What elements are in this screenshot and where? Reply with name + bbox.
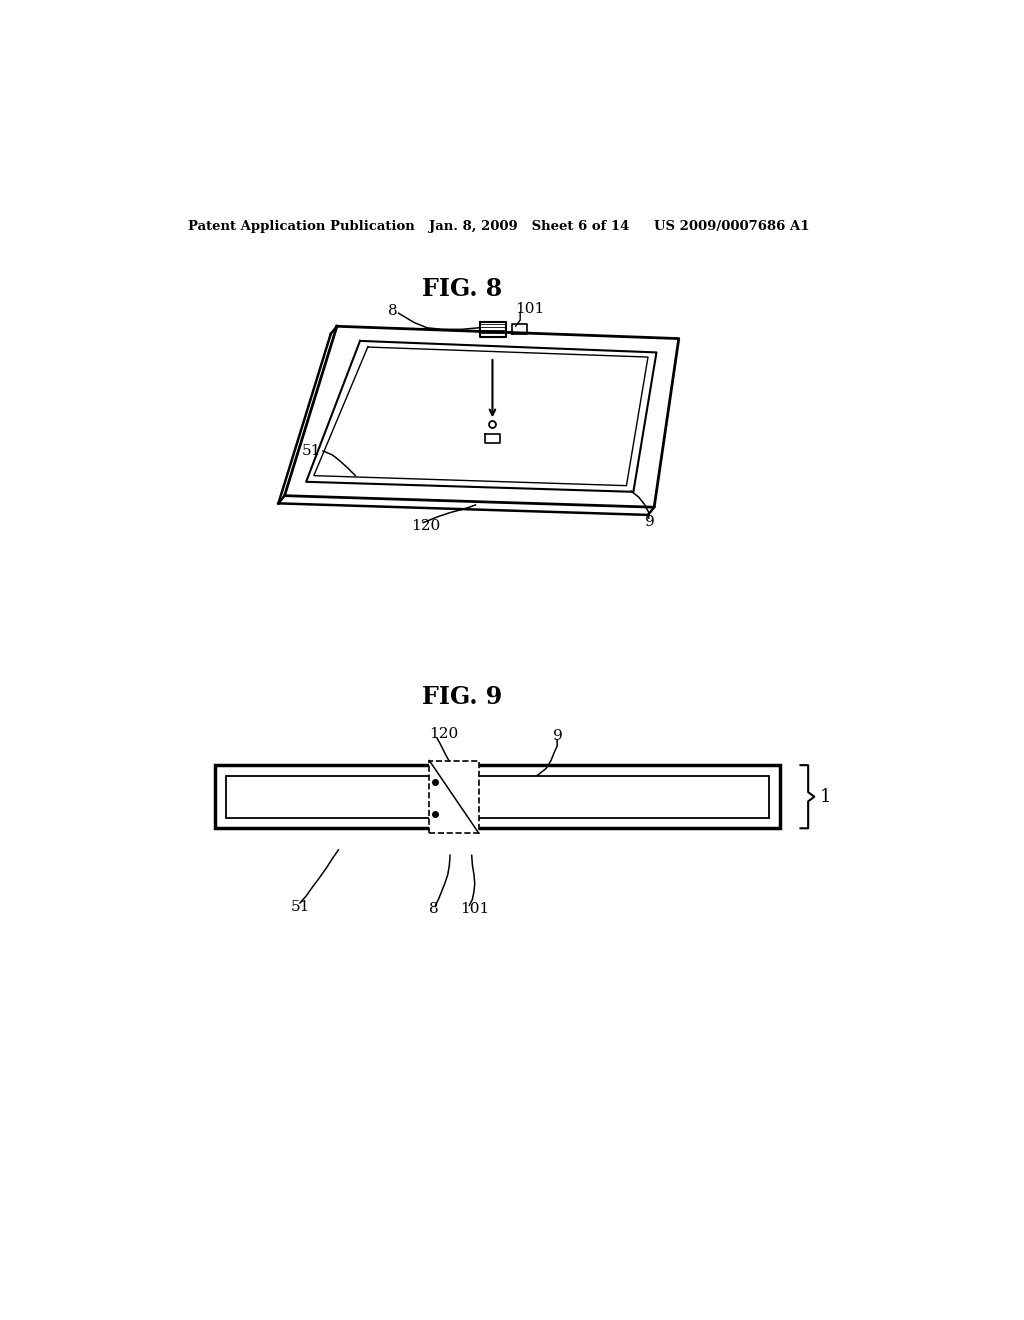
Text: Jan. 8, 2009   Sheet 6 of 14: Jan. 8, 2009 Sheet 6 of 14 [429,219,630,232]
Text: 8: 8 [429,902,439,916]
Text: Patent Application Publication: Patent Application Publication [188,219,415,232]
Text: 101: 101 [460,902,489,916]
Text: 1: 1 [819,788,831,805]
Text: FIG. 9: FIG. 9 [422,685,502,709]
Text: US 2009/0007686 A1: US 2009/0007686 A1 [654,219,810,232]
Text: 9: 9 [553,729,562,743]
Text: 51: 51 [301,444,321,458]
Text: 120: 120 [429,727,459,742]
Text: 8: 8 [387,304,397,318]
Text: 120: 120 [412,519,441,533]
Bar [429,760,478,833]
Bar [215,766,779,829]
Text: 51: 51 [291,900,310,913]
Bar [226,776,769,817]
Text: FIG. 8: FIG. 8 [422,277,502,301]
Text: 9: 9 [645,515,654,529]
Text: 101: 101 [515,301,545,315]
